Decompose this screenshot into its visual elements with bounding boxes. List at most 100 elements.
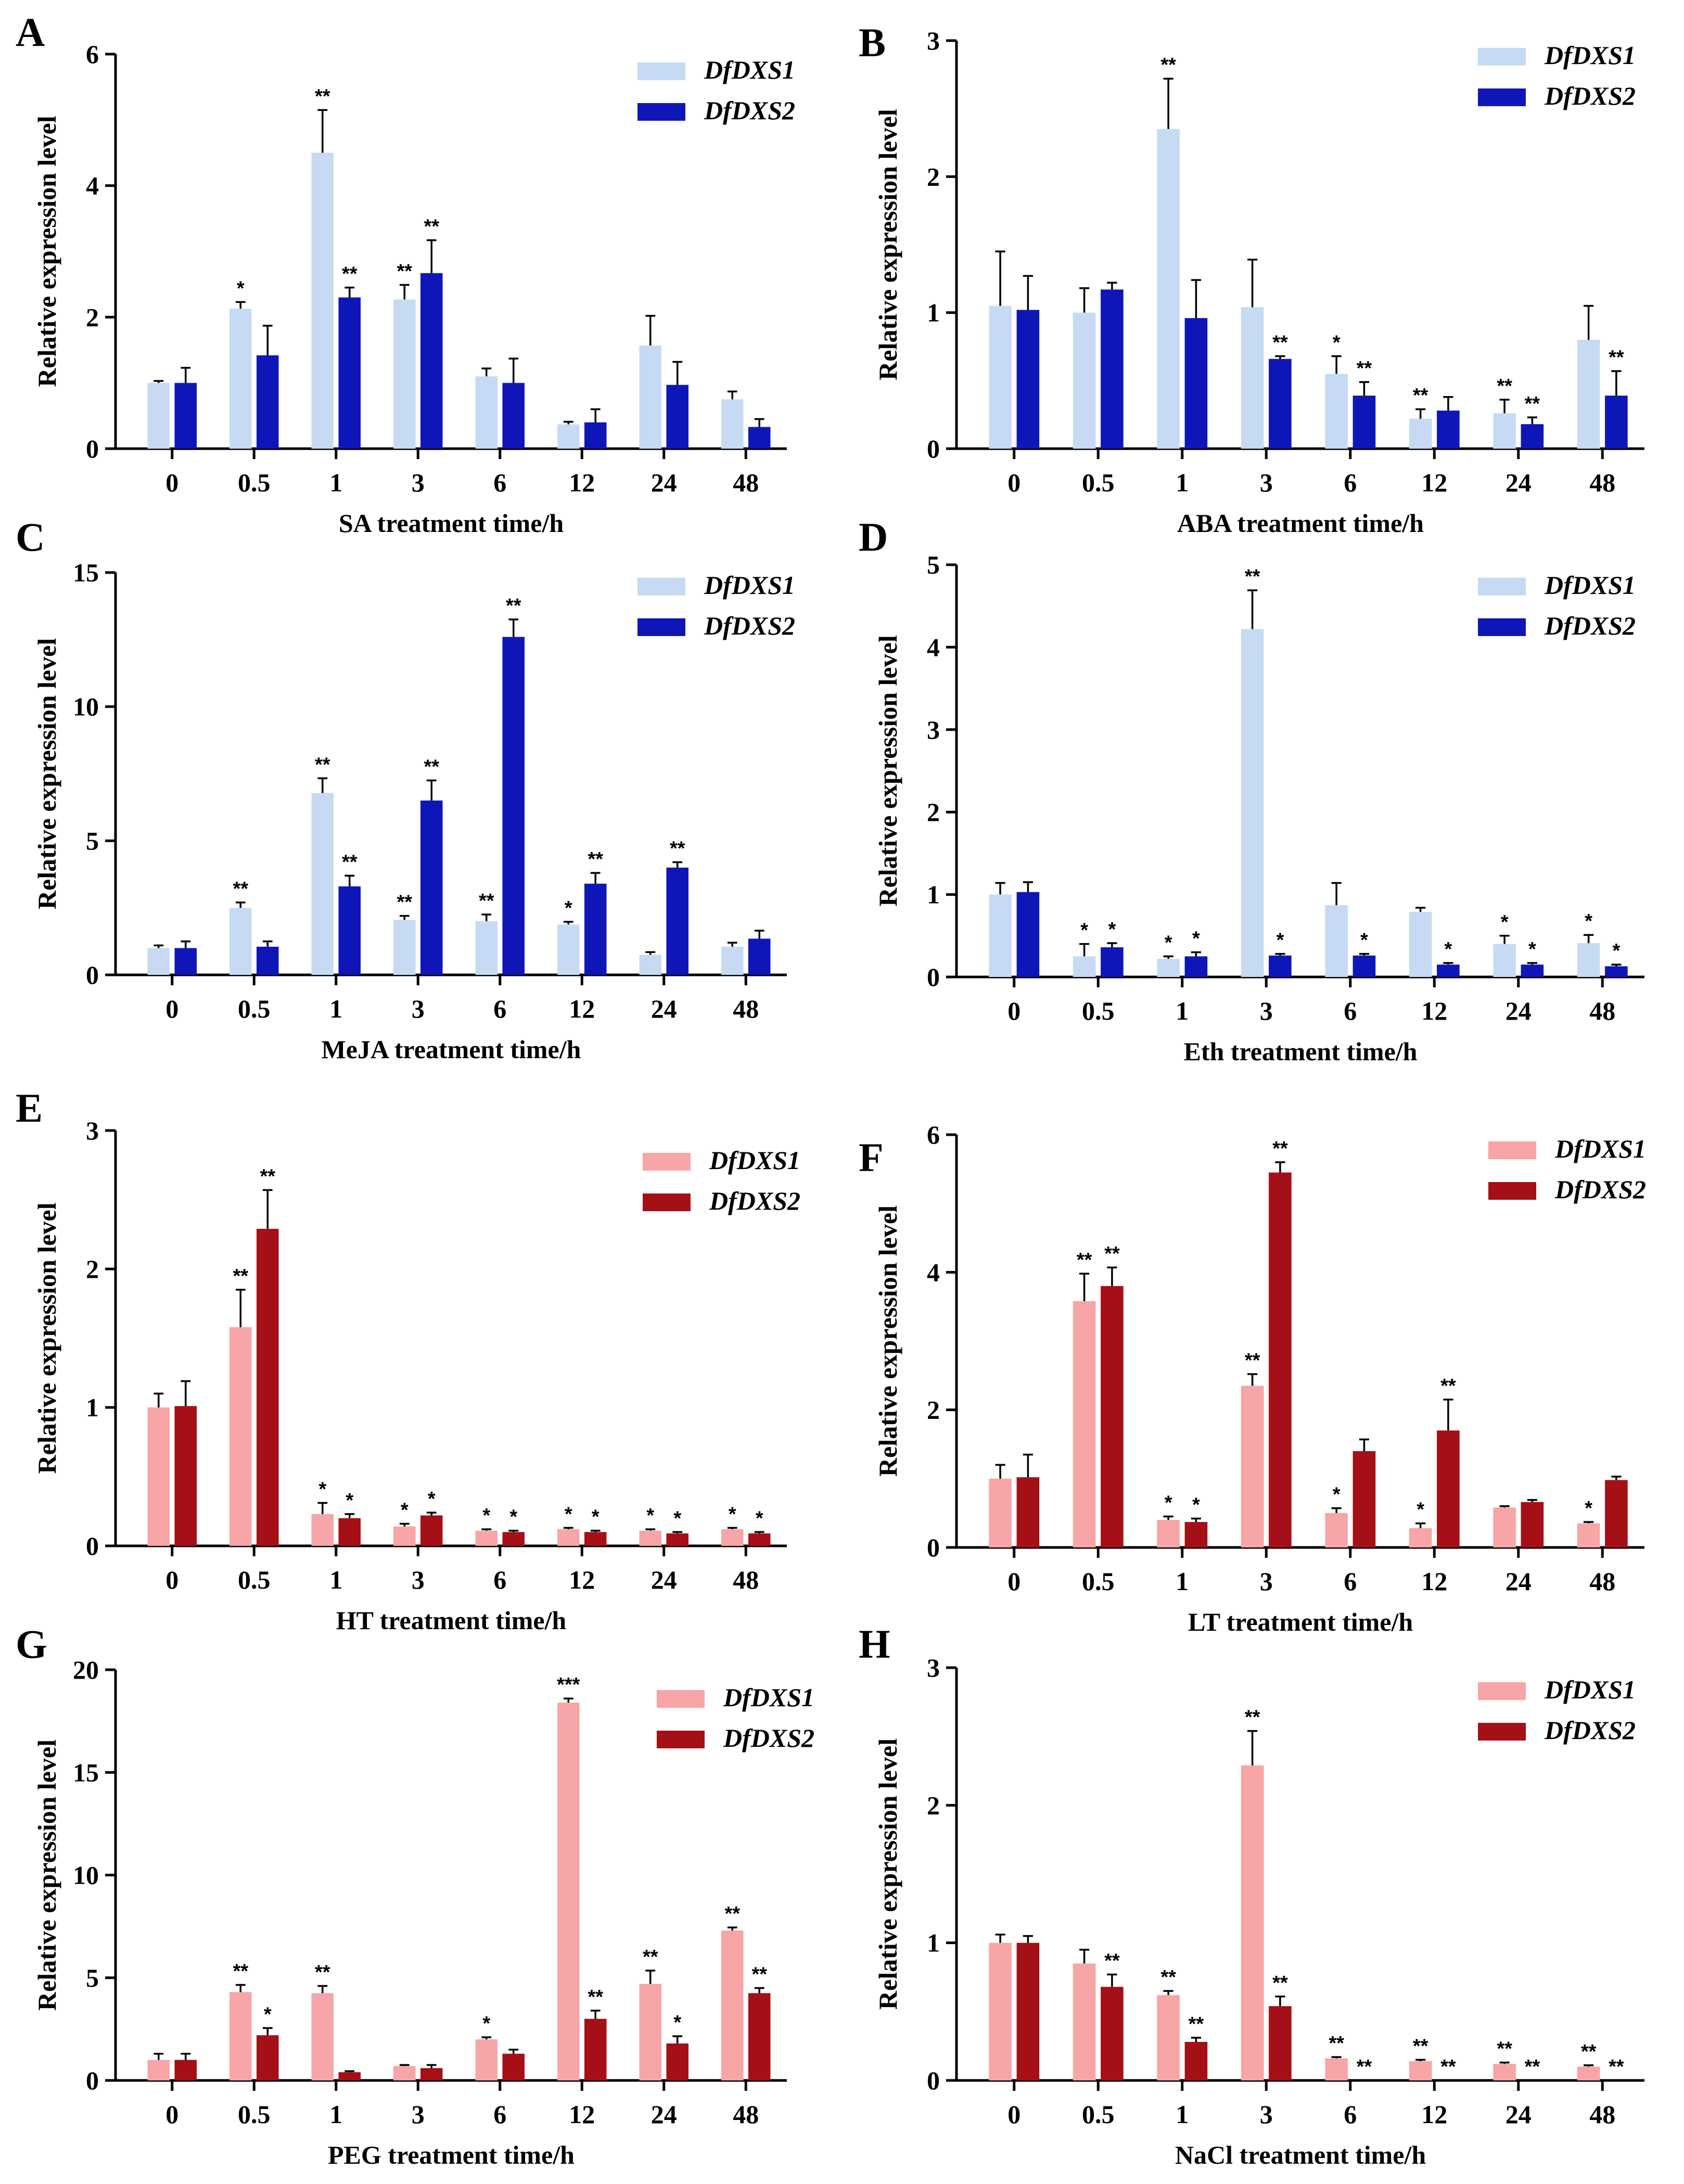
bar-dfdxs2 <box>1605 966 1628 977</box>
bar-dfdxs2 <box>1353 1451 1376 1547</box>
y-tick-label: 2 <box>927 1395 940 1425</box>
legend-label: DfDXS1 <box>704 55 795 84</box>
bar-dfdxs1 <box>639 955 662 975</box>
y-tick-label: 5 <box>927 550 940 579</box>
bar-dfdxs1 <box>1157 1520 1180 1547</box>
y-axis-title: Relative expression level <box>873 635 902 906</box>
x-tick-label: 0.5 <box>1082 996 1115 1025</box>
bar-dfdxs1 <box>393 1526 416 1546</box>
x-tick-label: 24 <box>1506 2100 1532 2129</box>
bar-dfdxs2 <box>1353 955 1376 977</box>
x-tick-label: 0.5 <box>1082 1567 1115 1596</box>
significance-marker: * <box>673 1507 681 1529</box>
significance-marker: *** <box>557 1674 580 1696</box>
significance-marker: ** <box>1440 1375 1456 1397</box>
bar-dfdxs1 <box>1409 911 1432 977</box>
x-tick-label: 1 <box>1176 1567 1189 1596</box>
bar-dfdxs1 <box>639 1984 662 2080</box>
legend-swatch-dfdxs1 <box>1478 1682 1526 1700</box>
significance-marker: ** <box>1245 566 1260 588</box>
x-tick-label: 1 <box>1176 996 1189 1025</box>
x-tick-label: 12 <box>1421 1567 1447 1596</box>
panel-letter: E <box>16 1085 43 1131</box>
x-tick-label: 6 <box>493 468 506 497</box>
bar-dfdxs1 <box>1577 943 1600 977</box>
legend-label: DfDXS2 <box>709 1186 800 1215</box>
bar-dfdxs2 <box>502 637 525 975</box>
panel-letter: D <box>859 514 888 560</box>
x-tick-label: 24 <box>1506 996 1532 1025</box>
bar-dfdxs1 <box>989 1478 1012 1547</box>
x-tick-label: 24 <box>1506 468 1532 497</box>
significance-marker: ** <box>233 878 248 900</box>
significance-marker: ** <box>506 595 521 617</box>
bar-dfdxs2 <box>1521 1502 1544 1547</box>
x-tick-label: 6 <box>1344 1567 1357 1596</box>
bar-dfdxs2 <box>584 2018 607 2080</box>
bar-dfdxs1 <box>393 299 416 449</box>
y-tick-label: 10 <box>73 692 99 721</box>
bar-dfdxs1 <box>147 948 170 975</box>
legend-label: DfDXS1 <box>709 1146 800 1175</box>
significance-marker: ** <box>1272 1138 1288 1160</box>
significance-marker: ** <box>342 263 358 285</box>
x-tick-label: 12 <box>1421 996 1447 1025</box>
significance-marker: ** <box>315 85 330 107</box>
y-tick-label: 0 <box>86 2066 99 2095</box>
y-axis-title: Relative expression level <box>32 116 61 387</box>
y-tick-label: 0 <box>927 962 940 992</box>
x-tick-label: 48 <box>733 1565 759 1594</box>
significance-marker: ** <box>1609 347 1624 369</box>
significance-marker: ** <box>1413 385 1428 407</box>
bar-dfdxs2 <box>1184 1522 1208 1547</box>
legend-label: DfDXS1 <box>723 1683 814 1712</box>
bar-dfdxs1 <box>1241 307 1264 449</box>
legend-label: DfDXS2 <box>1554 1175 1646 1204</box>
bar-dfdxs2 <box>666 1533 688 1546</box>
significance-marker: * <box>1417 1499 1424 1521</box>
x-tick-label: 3 <box>412 994 425 1023</box>
bar-dfdxs2 <box>666 867 688 975</box>
bar-dfdxs1 <box>639 345 662 449</box>
x-axis-title: PEG treatment time/h <box>328 2140 575 2169</box>
y-tick-label: 1 <box>927 880 940 909</box>
legend-swatch-dfdxs2 <box>1478 1723 1526 1741</box>
significance-marker: ** <box>1077 1249 1092 1271</box>
bar-dfdxs2 <box>1101 1286 1124 1547</box>
significance-marker: ** <box>233 1265 248 1287</box>
x-tick-label: 48 <box>1589 1567 1615 1596</box>
bar-dfdxs1 <box>475 921 498 975</box>
x-tick-label: 3 <box>1260 2100 1273 2129</box>
bar-dfdxs1 <box>393 2066 416 2080</box>
y-tick-label: 4 <box>927 1258 940 1287</box>
legend-swatch-dfdxs1 <box>643 1153 691 1171</box>
y-axis-title: Relative expression level <box>873 109 902 380</box>
x-axis-title: LT treatment time/h <box>1188 1607 1413 1636</box>
bar-dfdxs2 <box>1101 289 1124 449</box>
legend-swatch-dfdxs2 <box>1478 618 1526 636</box>
significance-marker: * <box>1108 919 1116 941</box>
bar-dfdxs1 <box>989 1942 1012 2080</box>
significance-marker: ** <box>1525 393 1540 415</box>
bar-dfdxs1 <box>475 376 498 449</box>
bar-dfdxs1 <box>311 793 334 975</box>
significance-marker: ** <box>1160 1966 1176 1988</box>
bar-dfdxs2 <box>1437 410 1460 449</box>
significance-marker: ** <box>1272 332 1288 353</box>
y-tick-label: 1 <box>927 298 940 327</box>
x-tick-label: 48 <box>733 2100 759 2129</box>
y-tick-label: 0 <box>927 1533 940 1562</box>
legend-label: DfDXS2 <box>704 96 795 125</box>
y-tick-label: 0 <box>86 1531 99 1560</box>
bar-dfdxs1 <box>475 2039 498 2080</box>
significance-marker: ** <box>1357 358 1372 379</box>
x-tick-label: 1 <box>329 994 342 1023</box>
x-tick-label: 0 <box>1007 2100 1020 2129</box>
bar-dfdxs1 <box>1073 312 1096 449</box>
significance-marker: ** <box>751 1963 767 1985</box>
y-tick-label: 3 <box>927 26 940 55</box>
bar-dfdxs1 <box>311 1514 334 1546</box>
bar-dfdxs2 <box>502 1532 525 1546</box>
panel-letter: G <box>16 1621 47 1667</box>
